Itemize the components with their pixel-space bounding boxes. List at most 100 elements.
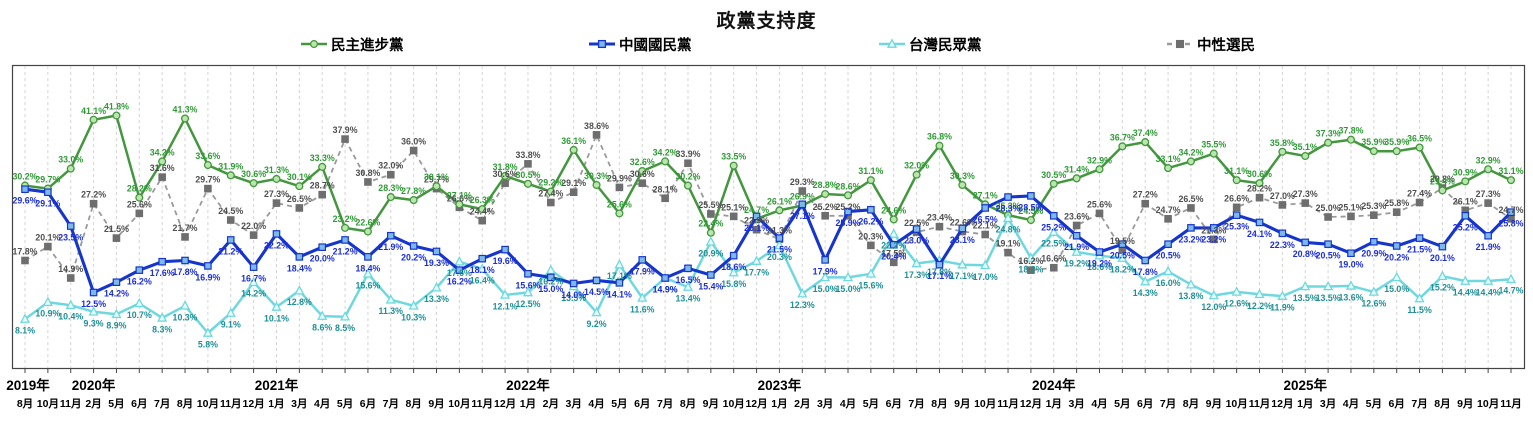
- data-point-label: 27.4%: [1407, 189, 1432, 199]
- data-point-label: 26.6%: [1224, 193, 1249, 203]
- data-point-label: 35.9%: [1361, 137, 1386, 147]
- data-point-label: 17.3%: [904, 270, 929, 280]
- data-point-label: 32.9%: [1087, 155, 1112, 165]
- data-point-label: 28.6%: [836, 181, 861, 191]
- data-point-label: 29.1%: [35, 199, 60, 209]
- month-tick-label: 12月: [1271, 398, 1293, 410]
- month-tick-label: 5月: [611, 398, 627, 410]
- month-axis-labels: 8月 10月 11月 2月 5月 6月 7月 8月 10月 11月 12月 1月 3月 4月 5月 6月 7月 8…: [17, 398, 1522, 410]
- legend-item-dpp[interactable]: 民主進步黨: [300, 33, 404, 55]
- month-tick-label: 6月: [886, 398, 902, 410]
- month-tick-label: 5月: [337, 398, 353, 410]
- data-point-label: 37.9%: [333, 125, 358, 135]
- data-point-label: 14.4%: [1453, 288, 1478, 298]
- data-point-label: 14.9%: [58, 264, 83, 274]
- data-point-label: 27.1%: [447, 190, 472, 200]
- data-point-label: 25.1%: [744, 223, 769, 233]
- data-point-label: 22.6%: [950, 217, 975, 227]
- month-tick-label: 10月: [723, 398, 745, 410]
- month-tick-label: 4月: [588, 398, 604, 410]
- data-point-label: 25.8%: [1499, 219, 1524, 229]
- month-tick-label: 1月: [1297, 398, 1313, 410]
- month-tick-label: 10月: [37, 398, 59, 410]
- month-tick-label: 11月: [471, 398, 493, 410]
- legend-item-kmt[interactable]: 中國國民黨: [588, 33, 692, 55]
- data-point-label: 28.5%: [1018, 202, 1043, 212]
- data-point-label: 37.4%: [1133, 128, 1158, 138]
- data-point-label: 20.9%: [1361, 248, 1386, 258]
- month-tick-label: 7月: [657, 398, 673, 410]
- series-labels-中性選民: 17.8% 20.1% 14.9% 27.2% 21.5% 25.6% 31.6% 21.7%…: [13, 121, 1524, 274]
- month-tick-label: 2月: [543, 398, 559, 410]
- data-point-label: 24.7%: [1499, 205, 1524, 215]
- series-labels-中國國民黨: 29.6%29.1%23.5%12.5%14.2%16.2%17.6%17.8%…: [13, 196, 1524, 309]
- data-point-label: 18.6%: [1087, 262, 1112, 272]
- data-point-label: 21.9%: [378, 242, 403, 252]
- data-point-label: 18.4%: [287, 263, 312, 273]
- data-point-label: 31.1%: [1499, 166, 1524, 176]
- data-point-label: 29.2%: [538, 178, 563, 188]
- data-point-label: 14.5%: [584, 287, 609, 297]
- data-point-label: 29.7%: [424, 175, 449, 185]
- data-point-label: 33.5%: [721, 152, 746, 162]
- data-point-label: 27.2%: [1133, 190, 1158, 200]
- data-point-label: 33.1%: [1156, 154, 1181, 164]
- year-axis-labels: 2019年 2020年 2021年 2022年 2023年 2024年 2025年: [6, 377, 1327, 393]
- data-point-label: 23.1%: [950, 235, 975, 245]
- month-tick-label: 8月: [17, 398, 33, 410]
- data-point-label: 22.2%: [881, 240, 906, 250]
- data-point-label: 30.3%: [950, 171, 975, 181]
- month-tick-label: 2月: [85, 398, 101, 410]
- data-point-label: 18.6%: [721, 262, 746, 272]
- data-point-label: 13.4%: [676, 294, 701, 304]
- data-point-label: 29.1%: [561, 178, 586, 188]
- month-tick-label: 11月: [60, 398, 82, 410]
- kmt-line-square-icon: [589, 39, 615, 49]
- data-point-label: 24.7%: [1156, 205, 1181, 215]
- data-point-label: 26.9%: [790, 192, 815, 202]
- data-point-label: 22.2%: [264, 240, 289, 250]
- data-point-label: 37.8%: [1338, 126, 1363, 136]
- data-point-label: 24.7%: [744, 205, 769, 215]
- data-point-label: 24.8%: [996, 225, 1021, 235]
- data-point-label: 21.9%: [1476, 242, 1501, 252]
- month-tick-label: 6月: [1137, 398, 1153, 410]
- data-point-label: 31.9%: [218, 161, 243, 171]
- month-tick-label: 12月: [1020, 398, 1042, 410]
- legend-item-neutral[interactable]: 中性選民: [1166, 33, 1255, 55]
- data-point-label: 30.6%: [493, 169, 518, 179]
- legend-item-tpp[interactable]: 台灣民眾黨: [878, 33, 982, 55]
- data-point-label: 18.1%: [470, 265, 495, 275]
- data-point-label: 27.1%: [973, 190, 998, 200]
- month-tick-label: 5月: [863, 398, 879, 410]
- data-point-label: 16.6%: [1041, 254, 1066, 264]
- data-point-label: 34.2%: [653, 147, 678, 157]
- data-point-label: 26.6%: [447, 193, 472, 203]
- data-point-label: 13.8%: [1178, 291, 1203, 301]
- tpp-line-triangle-icon: [879, 38, 905, 48]
- data-point-label: 8.9%: [106, 321, 126, 331]
- chart-title: 政黨支持度: [716, 11, 817, 32]
- data-point-label: 14.7%: [1499, 286, 1524, 296]
- month-tick-label: 1月: [268, 398, 284, 410]
- data-point-label: 15.2%: [1430, 283, 1455, 293]
- data-point-label: 20.1%: [35, 233, 60, 243]
- data-point-label: 13.5%: [1293, 293, 1318, 303]
- data-point-label: 25.6%: [607, 199, 632, 209]
- chart-legend: 民主進步黨 中國國民黨 台灣民眾黨 中性選民: [0, 33, 1533, 55]
- data-point-label: 37.3%: [1316, 129, 1341, 139]
- data-point-label: 14.2%: [241, 289, 266, 299]
- data-point-label: 12.6%: [1224, 298, 1249, 308]
- data-point-label: 17.8%: [173, 267, 198, 277]
- data-point-label: 30.3%: [584, 171, 609, 181]
- data-point-label: 28.8%: [813, 180, 838, 190]
- data-point-label: 8.1%: [15, 326, 35, 336]
- data-point-label: 30.6%: [241, 169, 266, 179]
- data-point-label: 16.9%: [195, 272, 220, 282]
- dpp-line-circle-icon: [301, 39, 327, 49]
- data-point-label: 13.5%: [561, 293, 586, 303]
- month-tick-label: 8月: [680, 398, 696, 410]
- data-point-label: 12.8%: [287, 297, 312, 307]
- data-point-label: 12.0%: [1201, 302, 1226, 312]
- data-point-label: 34.2%: [150, 147, 175, 157]
